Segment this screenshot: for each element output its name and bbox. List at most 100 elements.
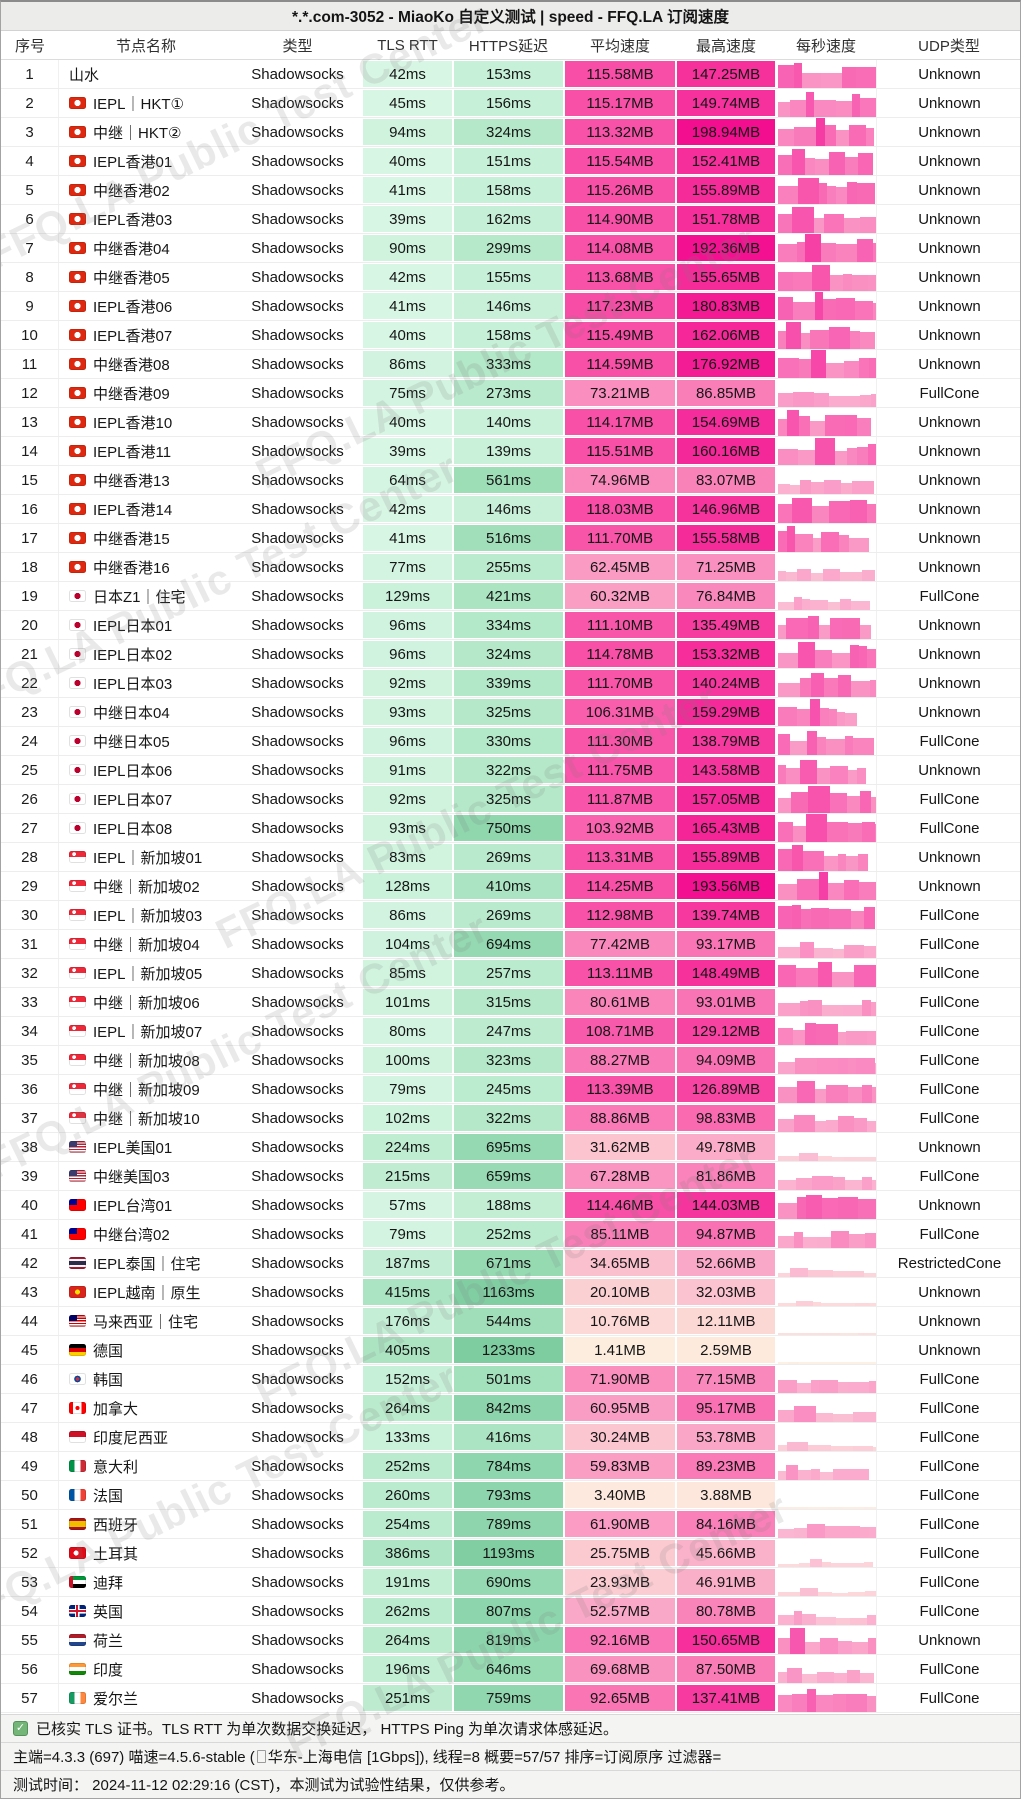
histogram-bar	[829, 708, 837, 726]
tls-rtt-cell: 40ms	[362, 408, 453, 436]
node-name-cell: 荷兰	[59, 1626, 233, 1654]
histogram-bar	[799, 1563, 810, 1567]
histogram-bar	[811, 1468, 820, 1480]
node-type: Shadowsocks	[251, 790, 344, 808]
tls-rtt-cell: 90ms	[362, 234, 453, 262]
histogram-bar	[810, 421, 825, 436]
histogram-bar	[833, 1271, 850, 1277]
tls-rtt-cell: 77ms	[362, 553, 453, 581]
row-number: 2	[1, 89, 59, 117]
node-name: IEPL香港11	[93, 443, 172, 461]
histogram-bar	[833, 948, 844, 958]
histogram-bar	[822, 1005, 843, 1016]
https-latency-cell: 646ms	[453, 1655, 564, 1683]
table-row: 26 IEPL日本07 Shadowsocks 92ms 325ms 111.87MB 15…	[1, 785, 1020, 814]
https-latency-cell: 146ms	[453, 292, 564, 320]
histogram-bar	[860, 216, 876, 233]
table-body: 1 山水 Shadowsocks 42ms 153ms 115.58MB 147.25MB U…	[1, 60, 1020, 1713]
avg-speed-cell: 62.45MB	[564, 553, 676, 581]
table-row: 35 中继｜新加坡08 Shadowsocks 100ms 323ms 88.27MB 94…	[1, 1046, 1020, 1075]
histogram-bar	[802, 1614, 816, 1625]
max-speed-cell: 126.89MB	[676, 1075, 776, 1103]
histogram-bar	[792, 498, 812, 523]
histogram-bar	[826, 739, 845, 755]
flag-icon-jp	[69, 735, 86, 747]
avg-speed-cell: 31.62MB	[564, 1133, 676, 1161]
histogram-bar	[778, 213, 792, 233]
histogram-bar	[850, 645, 859, 668]
avg-speed-cell: 113.11MB	[564, 959, 676, 987]
histogram-bar	[867, 1031, 876, 1045]
speed-histogram	[776, 1191, 876, 1219]
histogram-bar	[778, 243, 797, 262]
histogram-bar	[844, 944, 864, 958]
avg-speed-cell: 114.90MB	[564, 205, 676, 233]
speed-histogram	[776, 1597, 876, 1625]
histogram-bar	[794, 1231, 803, 1248]
histogram-bar	[778, 186, 798, 204]
speed-histogram	[776, 466, 876, 494]
histogram-bar	[778, 1471, 786, 1480]
histogram-bar	[870, 680, 876, 697]
node-name: 意大利	[93, 1458, 139, 1476]
histogram-bar	[778, 271, 793, 291]
table-row: 18 中继香港16 Shadowsocks 77ms 255ms 62.45MB 71.25…	[1, 553, 1020, 582]
histogram-bar	[857, 446, 868, 465]
udp-type: Unknown	[876, 437, 1020, 465]
histogram-bar	[824, 213, 844, 233]
node-name-cell: 中继日本04	[59, 698, 233, 726]
node-type: Shadowsocks	[251, 1225, 344, 1243]
table-row: 47 加拿大 Shadowsocks 264ms 842ms 60.95MB 95.17MB…	[1, 1394, 1020, 1423]
udp-type: Unknown	[876, 408, 1020, 436]
histogram-bar	[845, 395, 860, 407]
histogram-bar	[793, 272, 812, 291]
node-name: IEPL｜新加坡05	[93, 965, 203, 983]
udp-type: FullCone	[876, 1539, 1020, 1567]
histogram-bar	[811, 907, 829, 929]
avg-speed-cell: 88.86MB	[564, 1104, 676, 1132]
histogram-bar	[778, 503, 792, 523]
avg-speed-cell: 34.65MB	[564, 1249, 676, 1277]
speed-histogram	[776, 524, 876, 552]
tls-rtt-cell: 264ms	[362, 1626, 453, 1654]
histogram-bar	[778, 1203, 797, 1219]
node-type: Shadowsocks	[251, 906, 344, 924]
histogram-bar	[811, 481, 824, 494]
node-type: Shadowsocks	[251, 1428, 344, 1446]
node-type: Shadowsocks	[251, 964, 344, 982]
footer-tls-note: ✓ 已核实 TLS 证书。TLS RTT 为单次数据交换延迟， HTTPS Pi…	[1, 1714, 1020, 1742]
histogram-bar	[875, 823, 876, 842]
histogram-bar	[846, 1526, 860, 1538]
udp-type: Unknown	[876, 611, 1020, 639]
node-name: 马来西亚｜住宅	[93, 1313, 199, 1331]
histogram-bar	[778, 822, 793, 842]
node-type: Shadowsocks	[251, 442, 344, 460]
udp-type: Unknown	[876, 843, 1020, 871]
udp-type: FullCone	[876, 1017, 1020, 1045]
avg-speed-cell: 67.28MB	[564, 1162, 676, 1190]
node-name-cell: IEPL日本07	[59, 785, 233, 813]
footer-meta: 主端=4.3.3 (697) 喵速=4.5.6-stable (华东-上海电信 …	[1, 1742, 1020, 1770]
avg-speed-cell: 69.68MB	[564, 1655, 676, 1683]
tls-rtt-cell: 91ms	[362, 756, 453, 784]
https-latency-cell: 421ms	[453, 582, 564, 610]
max-speed-cell: 139.74MB	[676, 901, 776, 929]
histogram-bar	[793, 392, 814, 407]
table-row: 4 IEPL香港01 Shadowsocks 40ms 151ms 115.54MB 152…	[1, 147, 1020, 176]
table-row: 25 IEPL日本06 Shadowsocks 91ms 322ms 111.75MB 14…	[1, 756, 1020, 785]
histogram-bar	[832, 652, 850, 668]
https-latency-cell: 273ms	[453, 379, 564, 407]
row-number: 38	[1, 1133, 59, 1161]
node-name: IEPL日本02	[93, 646, 173, 664]
table-row: 46 韩国 Shadowsocks 152ms 501ms 71.90MB 77.15MB F…	[1, 1365, 1020, 1394]
histogram-bar	[836, 187, 847, 204]
max-speed-cell: 135.49MB	[676, 611, 776, 639]
tls-rtt-cell: 57ms	[362, 1191, 453, 1219]
avg-speed-cell: 60.95MB	[564, 1394, 676, 1422]
histogram-bar	[868, 443, 876, 465]
column-header-7: 每秒速度	[795, 37, 856, 55]
column-header-8: UDP类型	[918, 37, 980, 55]
histogram-bar	[800, 1588, 818, 1596]
table-row: 52 土耳其 Shadowsocks 386ms 1193ms 25.75MB 45.66M…	[1, 1539, 1020, 1568]
max-speed-cell: 49.78MB	[676, 1133, 776, 1161]
